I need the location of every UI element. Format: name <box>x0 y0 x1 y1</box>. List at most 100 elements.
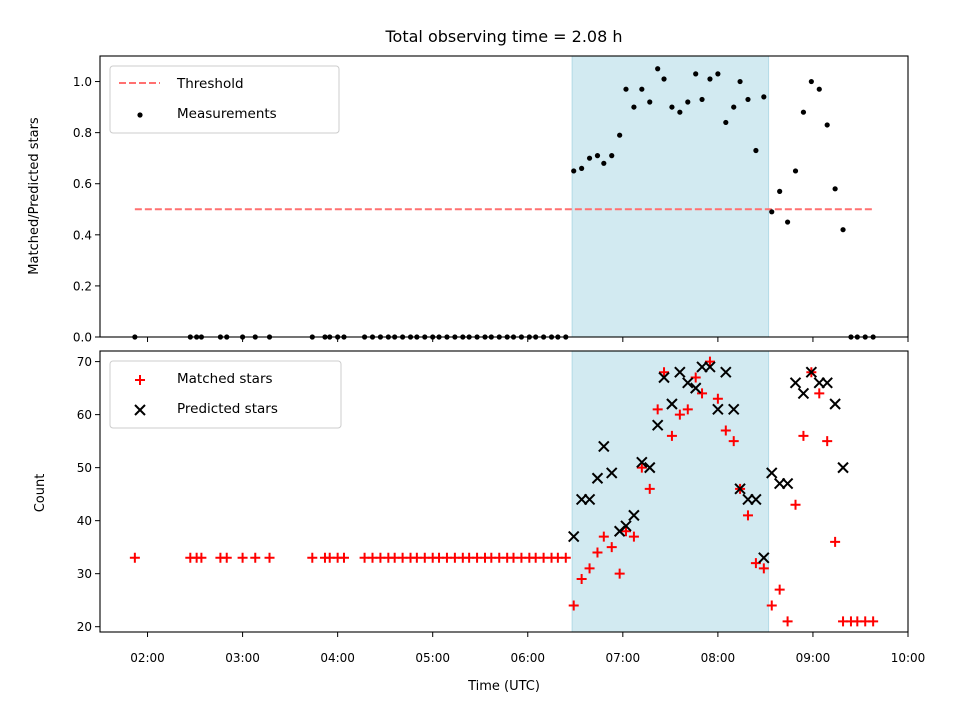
measurement-point <box>631 104 637 110</box>
measurement-point <box>745 96 751 103</box>
x-tick-label: 04:00 <box>320 651 355 665</box>
measurement-point <box>571 168 577 174</box>
x-tick-label: 09:00 <box>796 651 831 665</box>
y-tick-label: 0.4 <box>73 228 92 242</box>
matched-stars-point <box>830 536 841 547</box>
legend-matched-swatch <box>135 375 145 385</box>
legend-label: Measurements <box>177 106 277 122</box>
predicted-stars-point <box>805 366 818 378</box>
y-tick-label: 40 <box>77 514 92 528</box>
matched-stars-point <box>674 409 685 420</box>
y-tick-label: 60 <box>77 408 92 422</box>
matched-stars-point <box>798 430 809 441</box>
measurement-point <box>832 186 838 192</box>
y-tick-label: 1.0 <box>73 75 92 89</box>
measurement-point <box>639 86 645 92</box>
predicted-stars-point <box>689 382 702 394</box>
measurement-point <box>761 94 767 100</box>
predicted-stars-point <box>837 461 849 474</box>
matched-stars-point <box>250 552 261 563</box>
predicted-stars-point <box>781 477 794 490</box>
y-tick-label: 0.8 <box>73 126 92 140</box>
measurement-point <box>685 99 691 105</box>
matched-stars-point <box>606 542 617 553</box>
axes-frame <box>99 350 909 633</box>
predicted-stars-point <box>682 377 694 389</box>
measurement-point <box>609 153 615 159</box>
matched-stars-point <box>598 531 609 542</box>
measurement-point <box>693 71 699 77</box>
measurement-point <box>601 160 607 166</box>
measurement-point <box>808 78 814 85</box>
predicted-stars-point <box>728 403 740 416</box>
measurement-point <box>661 76 667 82</box>
legend-predicted-swatch <box>134 404 146 416</box>
matched-stars-point <box>338 552 349 563</box>
matched-stars-point <box>682 404 693 415</box>
legend-box <box>109 65 340 134</box>
measurement-point <box>777 188 783 194</box>
x-tick-label: 10:00 <box>891 651 926 665</box>
matched-stars-point <box>644 483 655 494</box>
x-tick-label: 07:00 <box>606 651 641 665</box>
matched-stars-point <box>742 510 753 521</box>
measurement-point <box>647 99 653 105</box>
matched-stars-point <box>822 436 833 447</box>
measurement-point <box>707 76 713 82</box>
predicted-stars-point <box>583 493 596 506</box>
predicted-stars-point <box>829 398 841 410</box>
measurement-point <box>699 96 705 103</box>
matched-stars-point <box>576 573 587 584</box>
legend-measurement-swatch <box>137 112 143 118</box>
top-y-axis-label: Matched/Predicted stars <box>27 117 42 275</box>
x-tick-label: 03:00 <box>225 651 260 665</box>
matched-stars-point <box>774 584 785 595</box>
matched-stars-point <box>652 404 663 415</box>
matched-stars-point <box>636 462 647 473</box>
matched-stars-point <box>264 552 275 563</box>
measurement-point <box>784 219 791 225</box>
matched-stars-point <box>814 388 825 399</box>
observing-window-span <box>571 350 770 633</box>
measurement-point <box>586 155 593 161</box>
measurement-point <box>769 209 775 215</box>
y-tick-label: 50 <box>77 461 92 475</box>
y-tick-label: 70 <box>77 355 92 369</box>
measurement-point <box>737 78 743 85</box>
measurement-point <box>824 122 830 128</box>
predicted-stars-point <box>712 403 724 416</box>
matched-stars-point <box>868 616 879 627</box>
predicted-stars-point <box>766 467 778 479</box>
measurement-point <box>594 153 601 159</box>
predicted-stars-point <box>674 366 686 378</box>
matched-stars-point <box>628 531 639 542</box>
legend: Matched stars Predicted stars <box>109 360 342 429</box>
x-tick-label: 02:00 <box>130 651 165 665</box>
predicted-stars-point <box>628 509 640 522</box>
chart-title: Total observing time = 2.08 h <box>384 27 622 46</box>
legend-box <box>109 360 342 429</box>
x-tick-label: 05:00 <box>415 651 450 665</box>
measurement-point <box>677 109 683 115</box>
y-tick-label: 0.6 <box>73 177 92 191</box>
series-measurements <box>132 66 876 340</box>
measurement-point <box>723 119 729 126</box>
y-tick-label: 0.0 <box>73 331 92 345</box>
predicted-stars-point <box>666 398 678 410</box>
matched-stars-point <box>790 499 801 510</box>
y-tick-label: 30 <box>77 567 92 581</box>
predicted-stars-point <box>644 461 656 474</box>
matched-stars-point <box>697 388 708 399</box>
predicted-stars-point <box>591 472 604 484</box>
predicted-stars-point <box>821 377 833 389</box>
matched-stars-point <box>758 563 769 574</box>
measurement-point <box>715 71 721 77</box>
legend-label: Matched stars <box>177 371 273 387</box>
measurement-point <box>623 86 629 92</box>
predicted-stars-point <box>720 366 732 378</box>
top-panel: 0.0 0.2 0.4 0.6 0.8 1.0 Threshold Measurements <box>73 55 909 345</box>
matched-stars-point <box>620 526 631 537</box>
observing-window-span <box>571 55 770 338</box>
measurement-point <box>579 165 585 171</box>
